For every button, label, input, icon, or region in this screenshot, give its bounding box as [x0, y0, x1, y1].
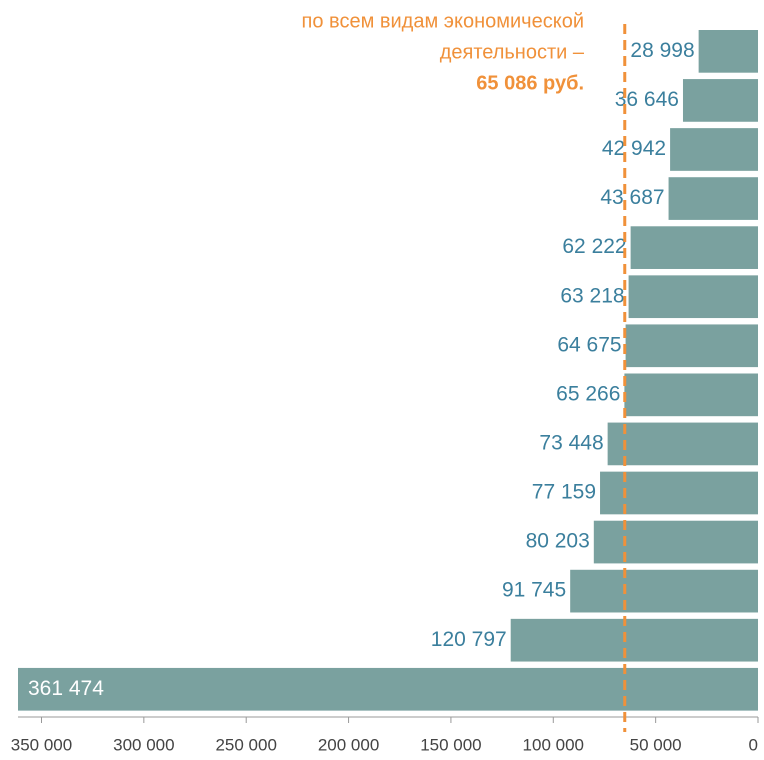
bar: [670, 128, 758, 171]
x-tick-label: 250 000: [215, 735, 276, 754]
bar: [607, 422, 758, 466]
x-tick-label: 350 000: [11, 735, 72, 754]
x-tick-label: 0: [749, 735, 758, 754]
bar: [600, 471, 758, 515]
bar: [510, 618, 758, 662]
x-tick-label: 150 000: [420, 735, 481, 754]
value-label: 36 646: [615, 88, 679, 111]
value-label: 120 797: [431, 628, 507, 651]
value-label: 62 222: [562, 235, 626, 258]
x-tick-label: 50 000: [630, 735, 682, 754]
average-label: 65 086 руб.: [476, 72, 584, 94]
value-label: 64 675: [557, 333, 621, 356]
bar: [625, 324, 758, 368]
bar: [668, 177, 758, 220]
bar: [593, 520, 758, 564]
bar: [628, 275, 758, 319]
value-label: 43 687: [600, 186, 664, 209]
value-label: 91 745: [502, 579, 566, 602]
value-label: 65 266: [556, 382, 620, 405]
bar: [682, 79, 758, 122]
bar: [18, 667, 758, 711]
value-label: 42 942: [602, 137, 666, 160]
value-label: 77 159: [532, 481, 596, 504]
bar: [698, 30, 758, 73]
bar: [630, 226, 758, 269]
value-label: 361 474: [28, 677, 104, 700]
x-tick-label: 200 000: [318, 735, 379, 754]
x-tick-label: 300 000: [113, 735, 174, 754]
annotation: деятельности –: [440, 41, 585, 63]
value-label: 28 998: [630, 39, 694, 62]
bar: [570, 569, 758, 613]
value-label: 80 203: [526, 530, 590, 553]
bar: [624, 373, 758, 417]
value-label: 73 448: [539, 431, 603, 454]
annotation: по всем видам экономической: [302, 10, 584, 32]
x-tick-label: 100 000: [523, 735, 584, 754]
value-label: 63 218: [560, 284, 624, 307]
